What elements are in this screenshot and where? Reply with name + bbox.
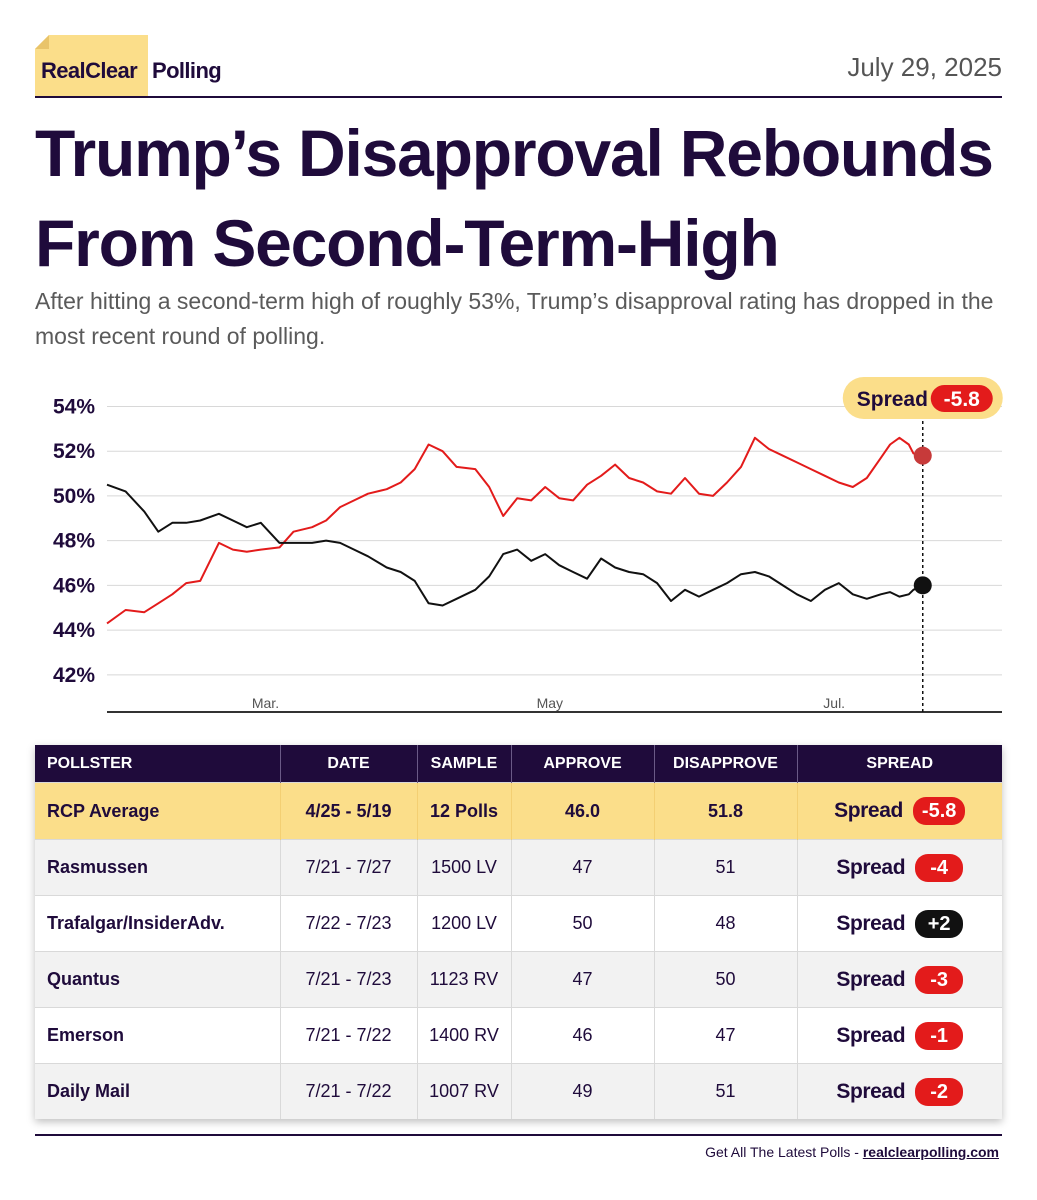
x-tick-label: Jul. (823, 695, 845, 711)
spread-cell: Spread -4 (797, 839, 1002, 896)
approve-cell: 49 (511, 1063, 655, 1119)
spread-label: Spread (836, 855, 906, 879)
table-header-row: POLLSTER DATE SAMPLE APPROVE DISAPPROVE … (35, 745, 1002, 783)
pollster-cell: Emerson (35, 1007, 281, 1064)
table-row: Emerson 7/21 - 7/22 1400 RV 46 47 Spread… (35, 1007, 1002, 1064)
col-header-date: DATE (280, 745, 418, 783)
spread-label: Spread (836, 911, 906, 935)
headline: Trump’s Disapproval Rebounds From Second… (35, 116, 994, 280)
col-header-approve: APPROVE (511, 745, 655, 783)
y-tick-label: 54% (53, 395, 95, 418)
approval-line-chart: 42% 44% 46% 48% 50% 52% 54% Mar. May Jul. Spread -5… (53, 377, 1003, 713)
sample-cell: 1007 RV (417, 1063, 512, 1119)
disapprove-cell: 51 (654, 1063, 798, 1119)
sample-cell: 1123 RV (417, 951, 512, 1008)
series-line-disapprove (106, 436, 924, 625)
approve-cell: 46.0 (511, 782, 655, 840)
spread-badge: -3 (915, 965, 964, 994)
y-tick-label: 42% (53, 664, 95, 687)
footer-divider (35, 1134, 1002, 1136)
series-line-approve (106, 483, 924, 607)
y-tick-label: 50% (53, 485, 95, 508)
date-cell: 4/25 - 5/19 (280, 782, 418, 840)
footer-link[interactable]: realclearpolling.com (862, 1144, 999, 1160)
col-header-pollster: POLLSTER (35, 745, 281, 783)
publish-date: July 29, 2025 (847, 52, 1002, 82)
date-cell: 7/21 - 7/22 (280, 1063, 418, 1119)
disapprove-cell: 51.8 (654, 782, 798, 840)
spread-badge: -5.8 (912, 797, 966, 825)
spread-label: Spread (836, 967, 906, 991)
approve-cell: 47 (511, 951, 655, 1008)
y-tick-label: 48% (53, 530, 95, 553)
disapprove-cell: 48 (654, 895, 798, 952)
disapprove-cell: 47 (654, 1007, 798, 1064)
approve-cell: 50 (511, 895, 655, 952)
x-tick-label: Mar. (252, 695, 279, 711)
spread-label: Spread (834, 799, 903, 822)
y-tick-label: 46% (53, 574, 95, 597)
spread-badge: -2 (915, 1077, 964, 1106)
date-cell: 7/21 - 7/23 (280, 951, 418, 1008)
polls-table: POLLSTER DATE SAMPLE APPROVE DISAPPROVE … (35, 745, 1002, 1119)
table-row: Quantus 7/21 - 7/23 1123 RV 47 50 Spread… (35, 951, 1002, 1008)
brand-name-part2: Polling (152, 58, 222, 83)
pollster-cell: Rasmussen (35, 839, 281, 896)
col-header-sample: SAMPLE (417, 745, 512, 783)
col-header-disapprove: DISAPPROVE (654, 745, 798, 783)
spread-badge: +2 (915, 909, 964, 938)
spread-cell: Spread -3 (797, 951, 1002, 1008)
approve-cell: 47 (511, 839, 655, 896)
spread-cell: Spread +2 (797, 895, 1002, 952)
table-row: Daily Mail 7/21 - 7/22 1007 RV 49 51 Spr… (35, 1063, 1002, 1119)
y-tick-label: 52% (53, 440, 95, 463)
header-divider (35, 96, 1002, 98)
approve-end-point (913, 576, 932, 595)
sample-cell: 1200 LV (417, 895, 512, 952)
rcp-average-row: RCP Average 4/25 - 5/19 12 Polls 46.0 51… (35, 782, 1002, 840)
spread-cell: Spread -2 (797, 1063, 1002, 1119)
sample-cell: 1500 LV (417, 839, 512, 896)
disapprove-end-point (913, 446, 932, 465)
brand-name-part1: RealClear (41, 58, 138, 83)
approve-cell: 46 (511, 1007, 655, 1064)
col-header-spread: SPREAD (797, 745, 1002, 783)
footer-text: Get All The Latest Polls - (705, 1144, 859, 1160)
y-tick-label: 44% (53, 619, 95, 642)
date-cell: 7/21 - 7/27 (280, 839, 418, 896)
spread-label: Spread (836, 1079, 906, 1103)
pollster-cell: RCP Average (35, 782, 281, 840)
pollster-cell: Trafalgar/InsiderAdv. (35, 895, 281, 952)
sample-cell: 1400 RV (417, 1007, 512, 1064)
footer: Get All The Latest Polls - realclearpoll… (705, 1144, 999, 1160)
spread-label: Spread (836, 1023, 906, 1047)
disapprove-cell: 50 (654, 951, 798, 1008)
spread-cell: Spread -1 (797, 1007, 1002, 1064)
spread-callout-label: Spread (857, 388, 928, 411)
spread-badge: -1 (915, 1021, 964, 1050)
pollster-cell: Daily Mail (35, 1063, 281, 1119)
spread-cell: Spread -5.8 (797, 782, 1002, 840)
disapprove-cell: 51 (654, 839, 798, 896)
x-tick-label: May (537, 695, 563, 711)
spread-callout-value: -5.8 (944, 388, 981, 411)
pollster-cell: Quantus (35, 951, 281, 1008)
table-row: Rasmussen 7/21 - 7/27 1500 LV 47 51 Spre… (35, 839, 1002, 896)
brand-logo: RealClear (35, 35, 148, 96)
sample-cell: 12 Polls (417, 782, 512, 840)
table-row: Trafalgar/InsiderAdv. 7/22 - 7/23 1200 L… (35, 895, 1002, 952)
date-cell: 7/22 - 7/23 (280, 895, 418, 952)
spread-badge: -4 (915, 853, 964, 882)
spread-callout-badge (930, 385, 993, 412)
date-cell: 7/21 - 7/22 (280, 1007, 418, 1064)
subheadline: After hitting a second-term high of roug… (35, 288, 994, 349)
